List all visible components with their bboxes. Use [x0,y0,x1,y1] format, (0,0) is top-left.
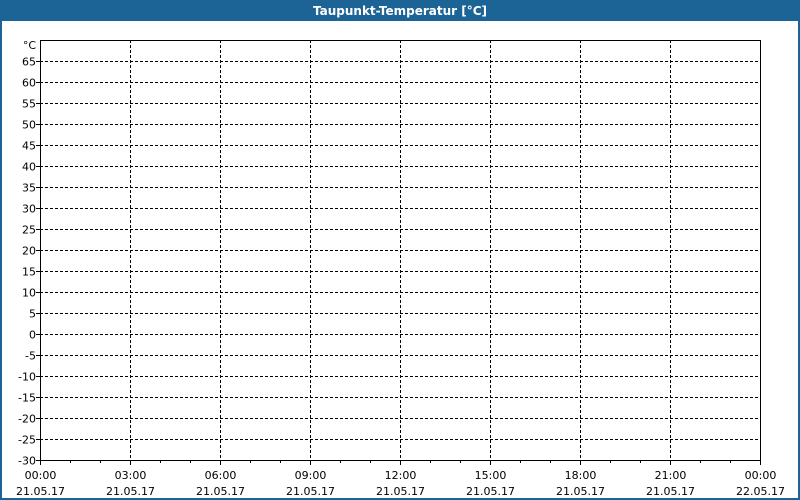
x-tick-time: 03:00 [115,469,147,482]
y-tick-label: -5 [25,350,36,363]
x-tick-time: 15:00 [475,469,507,482]
y-tick-label: 65 [22,56,36,69]
y-tick-label: 10 [22,287,36,300]
y-tick-label: 5 [29,308,36,321]
x-tick-time: 06:00 [205,469,237,482]
x-tick-date: 21.05.17 [106,485,155,498]
y-tick-label: 40 [22,161,36,174]
x-tick-time: 18:00 [565,469,597,482]
x-tick-date: 21.05.17 [646,485,695,498]
y-tick-label: 35 [22,182,36,195]
y-tick-label: -25 [18,434,36,447]
x-tick-time: 00:00 [25,469,57,482]
x-tick-date: 21.05.17 [286,485,335,498]
x-tick-date: 22.05.17 [736,485,785,498]
y-tick-label: 15 [22,266,36,279]
x-tick-time: 12:00 [385,469,417,482]
x-tick-time: 00:00 [745,469,777,482]
x-tick-date: 21.05.17 [556,485,605,498]
y-tick-label: -15 [18,392,36,405]
plot-area [40,40,761,461]
x-tick-date: 21.05.17 [466,485,515,498]
y-tick-label: 60 [22,77,36,90]
y-tick-label: 45 [22,140,36,153]
x-tick-time: 21:00 [655,469,687,482]
y-tick-label: 25 [22,224,36,237]
y-tick-label: 30 [22,203,36,216]
x-tick-date: 21.05.17 [16,485,65,498]
y-tick-label: -20 [18,413,36,426]
x-tick-time: 09:00 [295,469,327,482]
y-tick-label: 20 [22,245,36,258]
y-axis-unit: °C [23,39,37,52]
x-tick-date: 21.05.17 [196,485,245,498]
y-tick-label: -10 [18,371,36,384]
x-tick-date: 21.05.17 [376,485,425,498]
y-tick-label: 50 [22,119,36,132]
y-tick-label: 0 [29,329,36,342]
y-tick-label: -30 [18,455,36,468]
y-tick-label: 55 [22,98,36,111]
chart-title: Taupunkt-Temperatur [°C] [0,0,800,21]
